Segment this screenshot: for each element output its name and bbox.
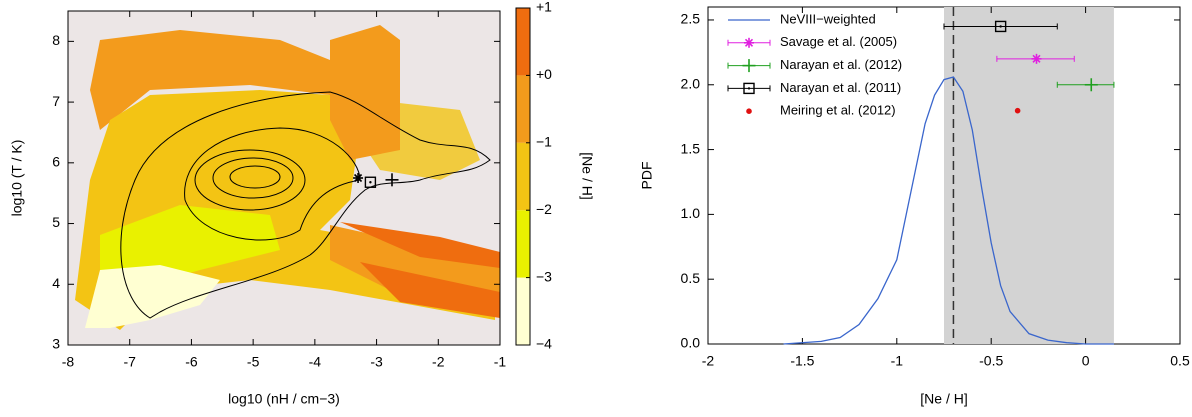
x-tick-label: -4 [309,354,322,370]
x-tick-label: 0.5 [1170,353,1190,369]
x-tick-label: -1 [891,353,904,369]
x-tick-label: -3 [370,354,383,370]
colorbar-band [516,75,530,143]
contour [120,91,491,319]
marker-dot [1014,107,1021,114]
region [85,265,220,328]
region [340,222,500,268]
legend-marker [742,59,756,73]
marker-stroke [1032,54,1041,63]
colorbar-tick-label: −2 [536,201,552,217]
y-axis-label: PDF [639,162,655,190]
colorbar-band [516,277,530,345]
marker [385,173,399,187]
marker-stroke [744,38,754,47]
x-tick-label: -1 [494,354,507,370]
marker-dot [746,108,752,114]
colorbar-tick-label: −4 [536,336,552,352]
y-tick-label: 8 [52,32,60,48]
legend-marker [743,82,755,95]
colorbar-tick-label: −3 [536,268,552,284]
x-tick-label: -5 [247,354,260,370]
line-series [783,76,1114,345]
y-tick-label: 2.0 [681,75,701,91]
x-tick-label: -6 [185,354,198,370]
region [330,25,400,160]
colorbar-band [516,210,530,278]
y-tick-label: 3 [52,336,60,352]
legend-label: NeVIII−weighted [780,11,876,26]
x-tick-label: -0.5 [979,353,1003,369]
contour [212,157,294,199]
marker-dot [369,181,372,184]
x-tick-label: -1.5 [790,353,814,369]
marker [1031,53,1042,64]
colorbar-band [516,142,530,211]
colorbar-label: [Ne / H] [579,152,595,199]
legend-marker [744,37,754,48]
region [360,262,500,318]
marker-dot [999,25,1002,28]
marker [1014,107,1021,114]
legend-label: Narayan et al. (2012) [780,57,902,72]
x-tick-label: -8 [62,354,75,370]
y-tick-label: 0.5 [681,270,701,286]
region [90,30,330,130]
marker-square [743,82,755,95]
legend-label: Meiring et al. (2012) [780,103,896,118]
marker-square [994,20,1007,33]
plot-frame [67,10,501,346]
x-tick-label: -2 [702,353,715,369]
marker [364,176,377,188]
legend-label: Narayan et al. (2011) [780,80,901,95]
y-tick-label: 0.0 [681,335,701,351]
y-tick-label: 6 [52,154,60,170]
marker [1084,78,1098,92]
y-tick-label: 1.5 [681,140,701,156]
x-tick-label: 0 [1082,353,1090,369]
y-axis-label: log10 (T / K) [9,140,25,217]
x-axis-label: [Ne / H] [920,391,967,407]
marker [353,173,364,183]
y-tick-label: 4 [52,275,60,291]
contour [194,149,306,211]
marker-stroke [353,173,363,183]
marker-square [364,176,377,188]
x-tick-label: -7 [123,354,136,370]
y-tick-label: 5 [52,214,60,230]
legend-label: Savage et al. (2005) [780,34,897,49]
colorbar-band [516,8,530,76]
y-tick-label: 1.0 [681,205,701,221]
contour [229,165,281,189]
x-axis-label: log10 (nH / cm−3) [228,391,340,407]
y-tick-label: 2.5 [681,11,701,27]
phase-image [68,11,500,345]
colorbar-tick-label: +1 [536,0,552,15]
legend-marker [746,108,752,114]
x-tick-label: -2 [432,354,445,370]
colorbar-frame [515,7,531,346]
colorbar-tick-label: +0 [536,66,552,82]
colorbar-tick-label: −1 [536,134,552,150]
y-tick-label: 7 [52,93,60,109]
marker-dot [747,87,751,90]
shaded-range [944,7,1114,344]
marker [994,20,1007,33]
